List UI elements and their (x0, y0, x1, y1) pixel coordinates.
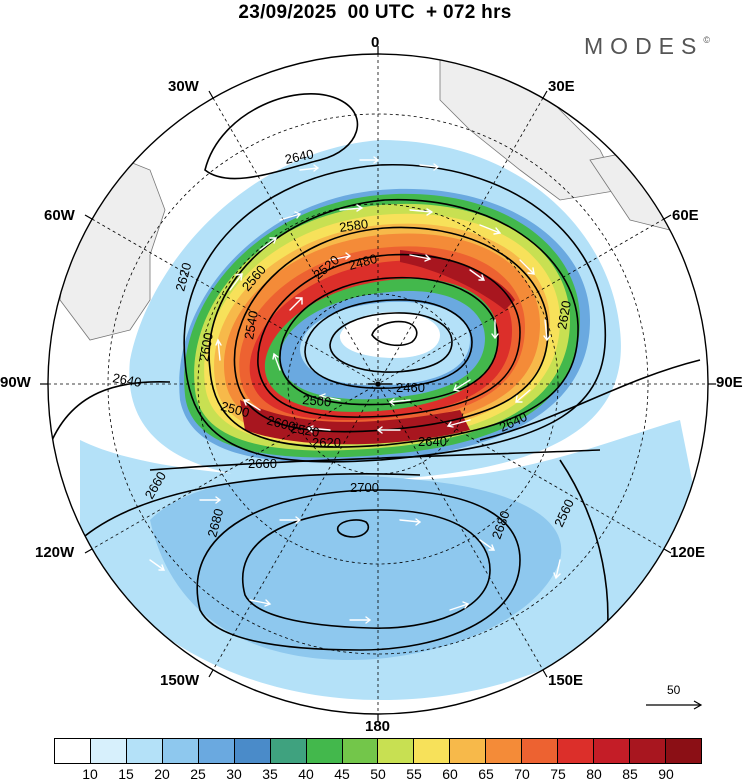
colorbar-cell (90, 739, 127, 763)
contour-label: 2640 (418, 434, 447, 449)
longitude-label-90e: 90E (716, 374, 743, 391)
longitude-label-30w: 30W (168, 78, 199, 95)
longitude-label-150e: 150E (548, 672, 584, 689)
longitude-label-120e: 120E (670, 544, 706, 561)
longitude-label-90w: 90W (0, 374, 31, 391)
colorbar-label: 70 (514, 766, 530, 782)
wind-vectors (119, 156, 620, 624)
contour-label: 2600 (196, 331, 216, 362)
colorbar-label: 50 (370, 766, 386, 782)
longitude-label-0: 0 (371, 34, 380, 51)
colorbar-cell (342, 739, 379, 763)
colorbar-label: 80 (586, 766, 602, 782)
contour-label: 2700 (350, 480, 379, 495)
colorbar (54, 738, 702, 764)
contour-label: 2640 (111, 370, 142, 390)
colorbar-label: 85 (622, 766, 638, 782)
colorbar-label: 20 (154, 766, 170, 782)
colorbar-cell (126, 739, 163, 763)
contour-label: 2660 (248, 456, 277, 471)
longitude-label-30e: 30E (548, 78, 575, 95)
colorbar-cell (198, 739, 235, 763)
chart-title: 23/09/2025 00 UTC + 072 hrs (238, 2, 512, 23)
colorbar-cell (378, 739, 415, 763)
colorbar-cell (234, 739, 271, 763)
vector-scale-arrow (646, 700, 703, 710)
colorbar-cell (162, 739, 199, 763)
colorbar-cell (594, 739, 630, 763)
colorbar-label: 35 (262, 766, 278, 782)
contour-label: 2620 (312, 435, 341, 450)
colorbar-cell (306, 739, 343, 763)
colorbar-label: 40 (298, 766, 314, 782)
geopotential-contours (48, 93, 701, 681)
colorbar-label: 15 (118, 766, 134, 782)
colorbar-label: 60 (442, 766, 458, 782)
contour-label: 2620 (172, 261, 194, 293)
colorbar-cell (558, 739, 595, 763)
colorbar-cell (414, 739, 451, 763)
contour-label: 2680 (204, 507, 226, 539)
contour-label: 2500 (219, 398, 251, 420)
colorbar-cell (55, 739, 91, 763)
contour-label: 2580 (338, 216, 369, 235)
contour-label: 2460 (396, 380, 425, 395)
longitude-label-180: 180 (365, 718, 391, 735)
colorbar-cell (522, 739, 559, 763)
contour-label: 2500 (302, 392, 332, 409)
colorbar-cell (486, 739, 523, 763)
colorbar-label: 75 (550, 766, 566, 782)
colorbar-cell (630, 739, 666, 763)
colorbar-label: 25 (190, 766, 206, 782)
colorbar-cell (270, 739, 307, 763)
colorbar-label: 45 (334, 766, 350, 782)
longitude-label-60w: 60W (44, 207, 75, 224)
colorbar-label: 55 (406, 766, 422, 782)
colorbar-label: 90 (658, 766, 674, 782)
contour-label: 2620 (554, 299, 574, 330)
brand-mark: © (703, 35, 710, 45)
contour-label: 2480 (347, 251, 379, 273)
longitude-label-60e: 60E (672, 207, 699, 224)
contour-label: 2640 (284, 146, 315, 167)
colorbar-cell (450, 739, 487, 763)
contour-label: 2600 (265, 412, 297, 434)
colorbar-label: 30 (226, 766, 242, 782)
brand-logo: MODES© (584, 33, 710, 60)
wind-shading (80, 140, 700, 700)
longitude-label-120w: 120W (35, 544, 75, 561)
colorbar-label: 65 (478, 766, 494, 782)
brand-name: MODES (584, 33, 704, 59)
colorbar-label: 10 (82, 766, 98, 782)
contour-label: 2540 (241, 309, 261, 340)
contour-label: 2520 (289, 420, 320, 440)
boundary-ticks (40, 46, 716, 722)
colorbar-cell (665, 739, 701, 763)
longitude-label-150w: 150W (160, 672, 200, 689)
vector-scale-value: 50 (667, 683, 681, 697)
